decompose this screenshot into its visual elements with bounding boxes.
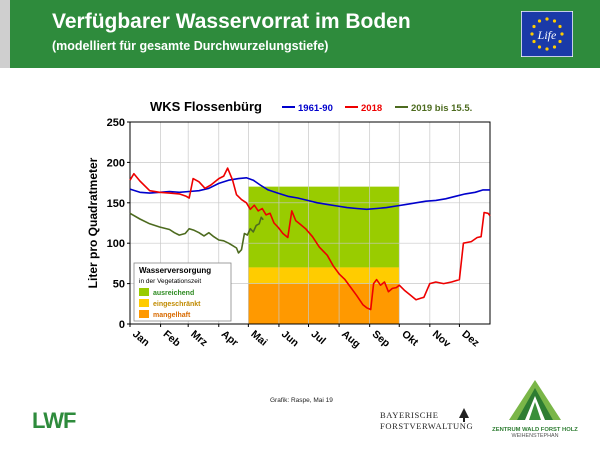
bayer-tree-icon <box>459 408 469 422</box>
supply-label-1: eingeschränkt <box>153 301 201 308</box>
supply-legend-title: Wasserversorgung <box>139 266 211 275</box>
eu-star-icon <box>560 32 564 36</box>
legend-label-1: 2018 <box>361 103 382 114</box>
eu-star-icon <box>530 32 534 36</box>
x-tick-label: Jun <box>279 328 301 349</box>
y-tick-label: 0 <box>119 319 125 331</box>
eu-star-icon <box>537 45 542 49</box>
bayer-logo-line2: FORSTVERWALTUNG <box>380 421 474 431</box>
chart-gridlines <box>130 122 490 324</box>
supply-swatch-1 <box>139 299 149 307</box>
series-line-1 <box>129 167 491 311</box>
chart-legend: 1961-90 2018 2019 bis 15.5. <box>282 103 472 114</box>
title-banner: Verfügbarer Wasservorrat im Boden (model… <box>0 0 600 68</box>
bayerische-forstverwaltung-logo: BAYERISCHE FORSTVERWALTUNG <box>380 410 473 432</box>
y-tick-label: 200 <box>107 157 125 169</box>
supply-band-eingeschränkt <box>248 267 400 284</box>
page-subtitle: (modelliert für gesamte Durchwurzelungst… <box>52 39 329 53</box>
x-tick-label: Mrz <box>188 328 210 349</box>
water-chart: WKS Flossenbürg 1961-90 2018 2019 bis 15.5… <box>86 99 491 350</box>
y-tick-label: 50 <box>113 279 125 291</box>
page-title: Verfügbarer Wasservorrat im Boden <box>52 10 411 33</box>
chart-series <box>129 167 491 311</box>
eu-life-text: Life <box>537 28 557 42</box>
graph-credit: Grafik: Raspe, Mai 19 <box>270 397 333 404</box>
lwf-logo-text: LWF <box>32 408 76 432</box>
lwf-logo: LWF <box>32 408 77 432</box>
supply-band-mangelhaft <box>248 283 400 324</box>
eu-stars <box>530 17 564 51</box>
zentrum-logo-line1: ZENTRUM WALD FORST HOLZ <box>492 427 578 433</box>
eu-star-icon <box>537 19 542 23</box>
zentrum-wald-forst-holz-logo: ZENTRUM WALD FORST HOLZ WEIHENSTEPHAN <box>480 378 590 439</box>
x-tick-label: Feb <box>161 328 183 349</box>
x-tick-label: Dez <box>459 328 481 349</box>
supply-legend-subtitle: in der Vegetationszeit <box>139 278 201 285</box>
chart-title: WKS Flossenbürg <box>150 99 262 114</box>
eu-star-icon <box>532 24 536 29</box>
y-axis-label: Liter pro Quadratmeter <box>86 157 100 288</box>
y-tick-label: 100 <box>107 238 125 250</box>
eu-star-icon <box>545 47 549 51</box>
x-tick-label: Apr <box>219 328 241 349</box>
zentrum-tree-icon <box>509 380 561 420</box>
supply-legend-box <box>133 262 232 322</box>
banner-side-stripe <box>0 0 10 68</box>
eu-star-icon <box>532 39 536 44</box>
water-supply-bands <box>248 186 400 324</box>
x-tick-label: Nov <box>430 328 453 350</box>
x-axis-ticks: Jan Feb Mrz Apr Mai Jun Jul Aug Sep Okt Nov Dez <box>129 324 482 350</box>
series-line-2 <box>129 212 264 254</box>
zentrum-logo-line2: WEIHENSTEPHAN <box>511 433 559 439</box>
supply-label-2: mangelhaft <box>153 312 191 319</box>
eu-star-icon <box>545 17 549 21</box>
water-supply-legend: Wasserversorgung in der Vegetationszeit … <box>133 262 232 322</box>
x-tick-label: Jan <box>130 328 152 349</box>
supply-band-ausreichend <box>248 186 400 268</box>
legend-label-2: 2019 bis 15.5. <box>411 103 472 114</box>
supply-swatch-0 <box>139 288 149 296</box>
legend-label-0: 1961-90 <box>298 103 333 114</box>
supply-label-0: ausreichend <box>153 290 194 297</box>
eu-star-icon <box>552 19 557 23</box>
eu-star-icon <box>552 45 557 49</box>
y-tick-label: 250 <box>107 117 125 129</box>
eu-star-icon <box>558 24 562 29</box>
y-tick-label: 150 <box>107 198 125 210</box>
eu-star-icon <box>558 39 562 44</box>
x-tick-label: Jul <box>309 328 328 347</box>
x-tick-label: Okt <box>399 328 421 349</box>
eu-life-logo: Life <box>521 11 573 57</box>
x-tick-label: Aug <box>339 328 362 350</box>
x-tick-label: Mai <box>248 328 269 348</box>
x-tick-label: Sep <box>370 328 392 350</box>
y-axis-ticks: 0 50 100 150 200 250 <box>107 117 130 331</box>
series-line-0 <box>129 177 490 211</box>
plot-frame <box>129 121 491 325</box>
supply-legend-items: ausreichend eingeschränkt mangelhaft <box>139 288 201 319</box>
supply-swatch-2 <box>139 310 149 318</box>
bayer-logo-line1: BAYERISCHE <box>380 410 439 420</box>
